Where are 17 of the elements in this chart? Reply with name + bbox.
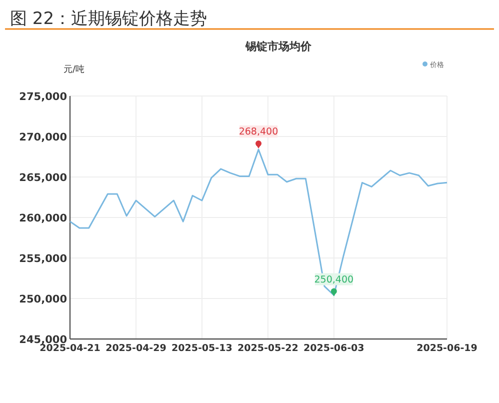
x-tick-label: 2025-04-21 — [40, 343, 100, 354]
y-tick-label: 255,000 — [19, 253, 67, 265]
x-tick-label: 2025-06-19 — [416, 343, 478, 354]
annotation: 268,400 — [238, 126, 278, 138]
chart-title: 图 22：近期锡锭价格走势 — [10, 9, 208, 29]
y-axis-title: 元/吨 — [63, 64, 85, 75]
x-tick-label: 2025-04-29 — [106, 343, 166, 354]
y-tick-label: 270,000 — [19, 132, 67, 144]
x-tick-label: 2025-05-22 — [238, 343, 298, 354]
y-tick-label: 250,000 — [19, 294, 67, 306]
annotation: 250,400 — [314, 274, 354, 286]
x-tick-label: 2025-05-13 — [172, 343, 232, 354]
x-tick-label: 2025-06-03 — [304, 343, 364, 354]
y-tick-label: 265,000 — [19, 172, 67, 184]
y-tick-label: 260,000 — [19, 212, 67, 224]
y-tick-label: 275,000 — [19, 91, 67, 103]
chart-subtitle: 锡锭市场均价 — [244, 40, 312, 53]
